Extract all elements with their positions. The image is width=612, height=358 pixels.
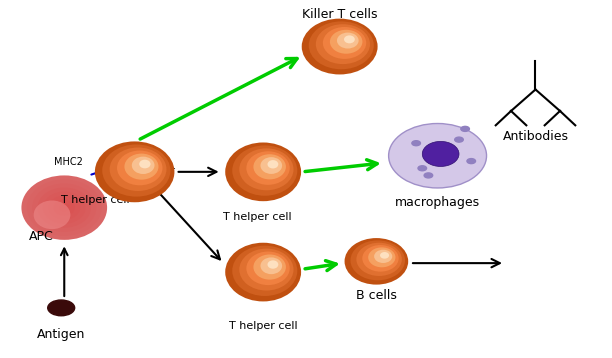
Text: Killer T cells: Killer T cells <box>302 8 378 21</box>
Ellipse shape <box>53 200 75 216</box>
Ellipse shape <box>27 179 102 236</box>
Ellipse shape <box>59 204 70 212</box>
Text: +: + <box>293 268 300 277</box>
Text: CD4: CD4 <box>271 172 291 182</box>
Ellipse shape <box>330 30 362 54</box>
Ellipse shape <box>34 200 70 229</box>
Ellipse shape <box>247 151 289 185</box>
Ellipse shape <box>267 160 278 169</box>
Circle shape <box>461 126 469 131</box>
Ellipse shape <box>225 243 301 301</box>
Ellipse shape <box>239 148 294 190</box>
Circle shape <box>424 173 433 178</box>
Ellipse shape <box>253 154 286 179</box>
Ellipse shape <box>389 124 487 188</box>
Ellipse shape <box>233 145 297 196</box>
Text: Antigen: Antigen <box>37 328 86 341</box>
Ellipse shape <box>132 157 154 174</box>
Text: CD4: CD4 <box>271 272 291 282</box>
Ellipse shape <box>247 252 289 285</box>
Text: Antibodies: Antibodies <box>502 130 569 142</box>
Text: T helper cell: T helper cell <box>229 321 297 331</box>
Ellipse shape <box>110 147 166 191</box>
Ellipse shape <box>43 192 86 224</box>
Ellipse shape <box>21 175 107 240</box>
Ellipse shape <box>368 247 395 267</box>
Ellipse shape <box>309 21 374 69</box>
Text: +: + <box>168 164 174 173</box>
Text: T helper cell: T helper cell <box>61 195 129 205</box>
Ellipse shape <box>37 188 91 228</box>
Ellipse shape <box>124 154 159 180</box>
Ellipse shape <box>48 195 80 220</box>
Ellipse shape <box>302 19 378 74</box>
Text: macrophages: macrophages <box>395 196 480 209</box>
Ellipse shape <box>239 248 294 291</box>
Ellipse shape <box>380 252 389 259</box>
Circle shape <box>412 141 420 146</box>
Ellipse shape <box>139 160 151 168</box>
Ellipse shape <box>225 142 301 201</box>
Ellipse shape <box>344 35 355 43</box>
Ellipse shape <box>323 27 366 59</box>
Text: MHC2: MHC2 <box>54 157 83 167</box>
Circle shape <box>467 159 476 164</box>
Text: T helper cell: T helper cell <box>223 212 291 222</box>
Ellipse shape <box>95 141 174 202</box>
Circle shape <box>418 166 427 171</box>
Ellipse shape <box>32 184 96 232</box>
Text: CD4: CD4 <box>146 169 166 179</box>
Text: B cells: B cells <box>356 289 397 302</box>
Circle shape <box>48 300 75 316</box>
Ellipse shape <box>316 24 370 64</box>
Ellipse shape <box>374 250 392 263</box>
Ellipse shape <box>356 243 402 276</box>
Ellipse shape <box>422 141 459 166</box>
Ellipse shape <box>362 245 398 272</box>
Text: APC: APC <box>29 230 54 243</box>
Ellipse shape <box>253 255 286 280</box>
Ellipse shape <box>345 238 408 285</box>
Ellipse shape <box>102 145 170 197</box>
Ellipse shape <box>267 260 278 269</box>
Ellipse shape <box>351 241 405 280</box>
Ellipse shape <box>117 151 163 185</box>
Ellipse shape <box>261 157 282 174</box>
Ellipse shape <box>337 33 359 49</box>
Circle shape <box>455 137 463 142</box>
Ellipse shape <box>233 246 297 296</box>
Ellipse shape <box>261 257 282 274</box>
Text: +: + <box>293 168 300 177</box>
